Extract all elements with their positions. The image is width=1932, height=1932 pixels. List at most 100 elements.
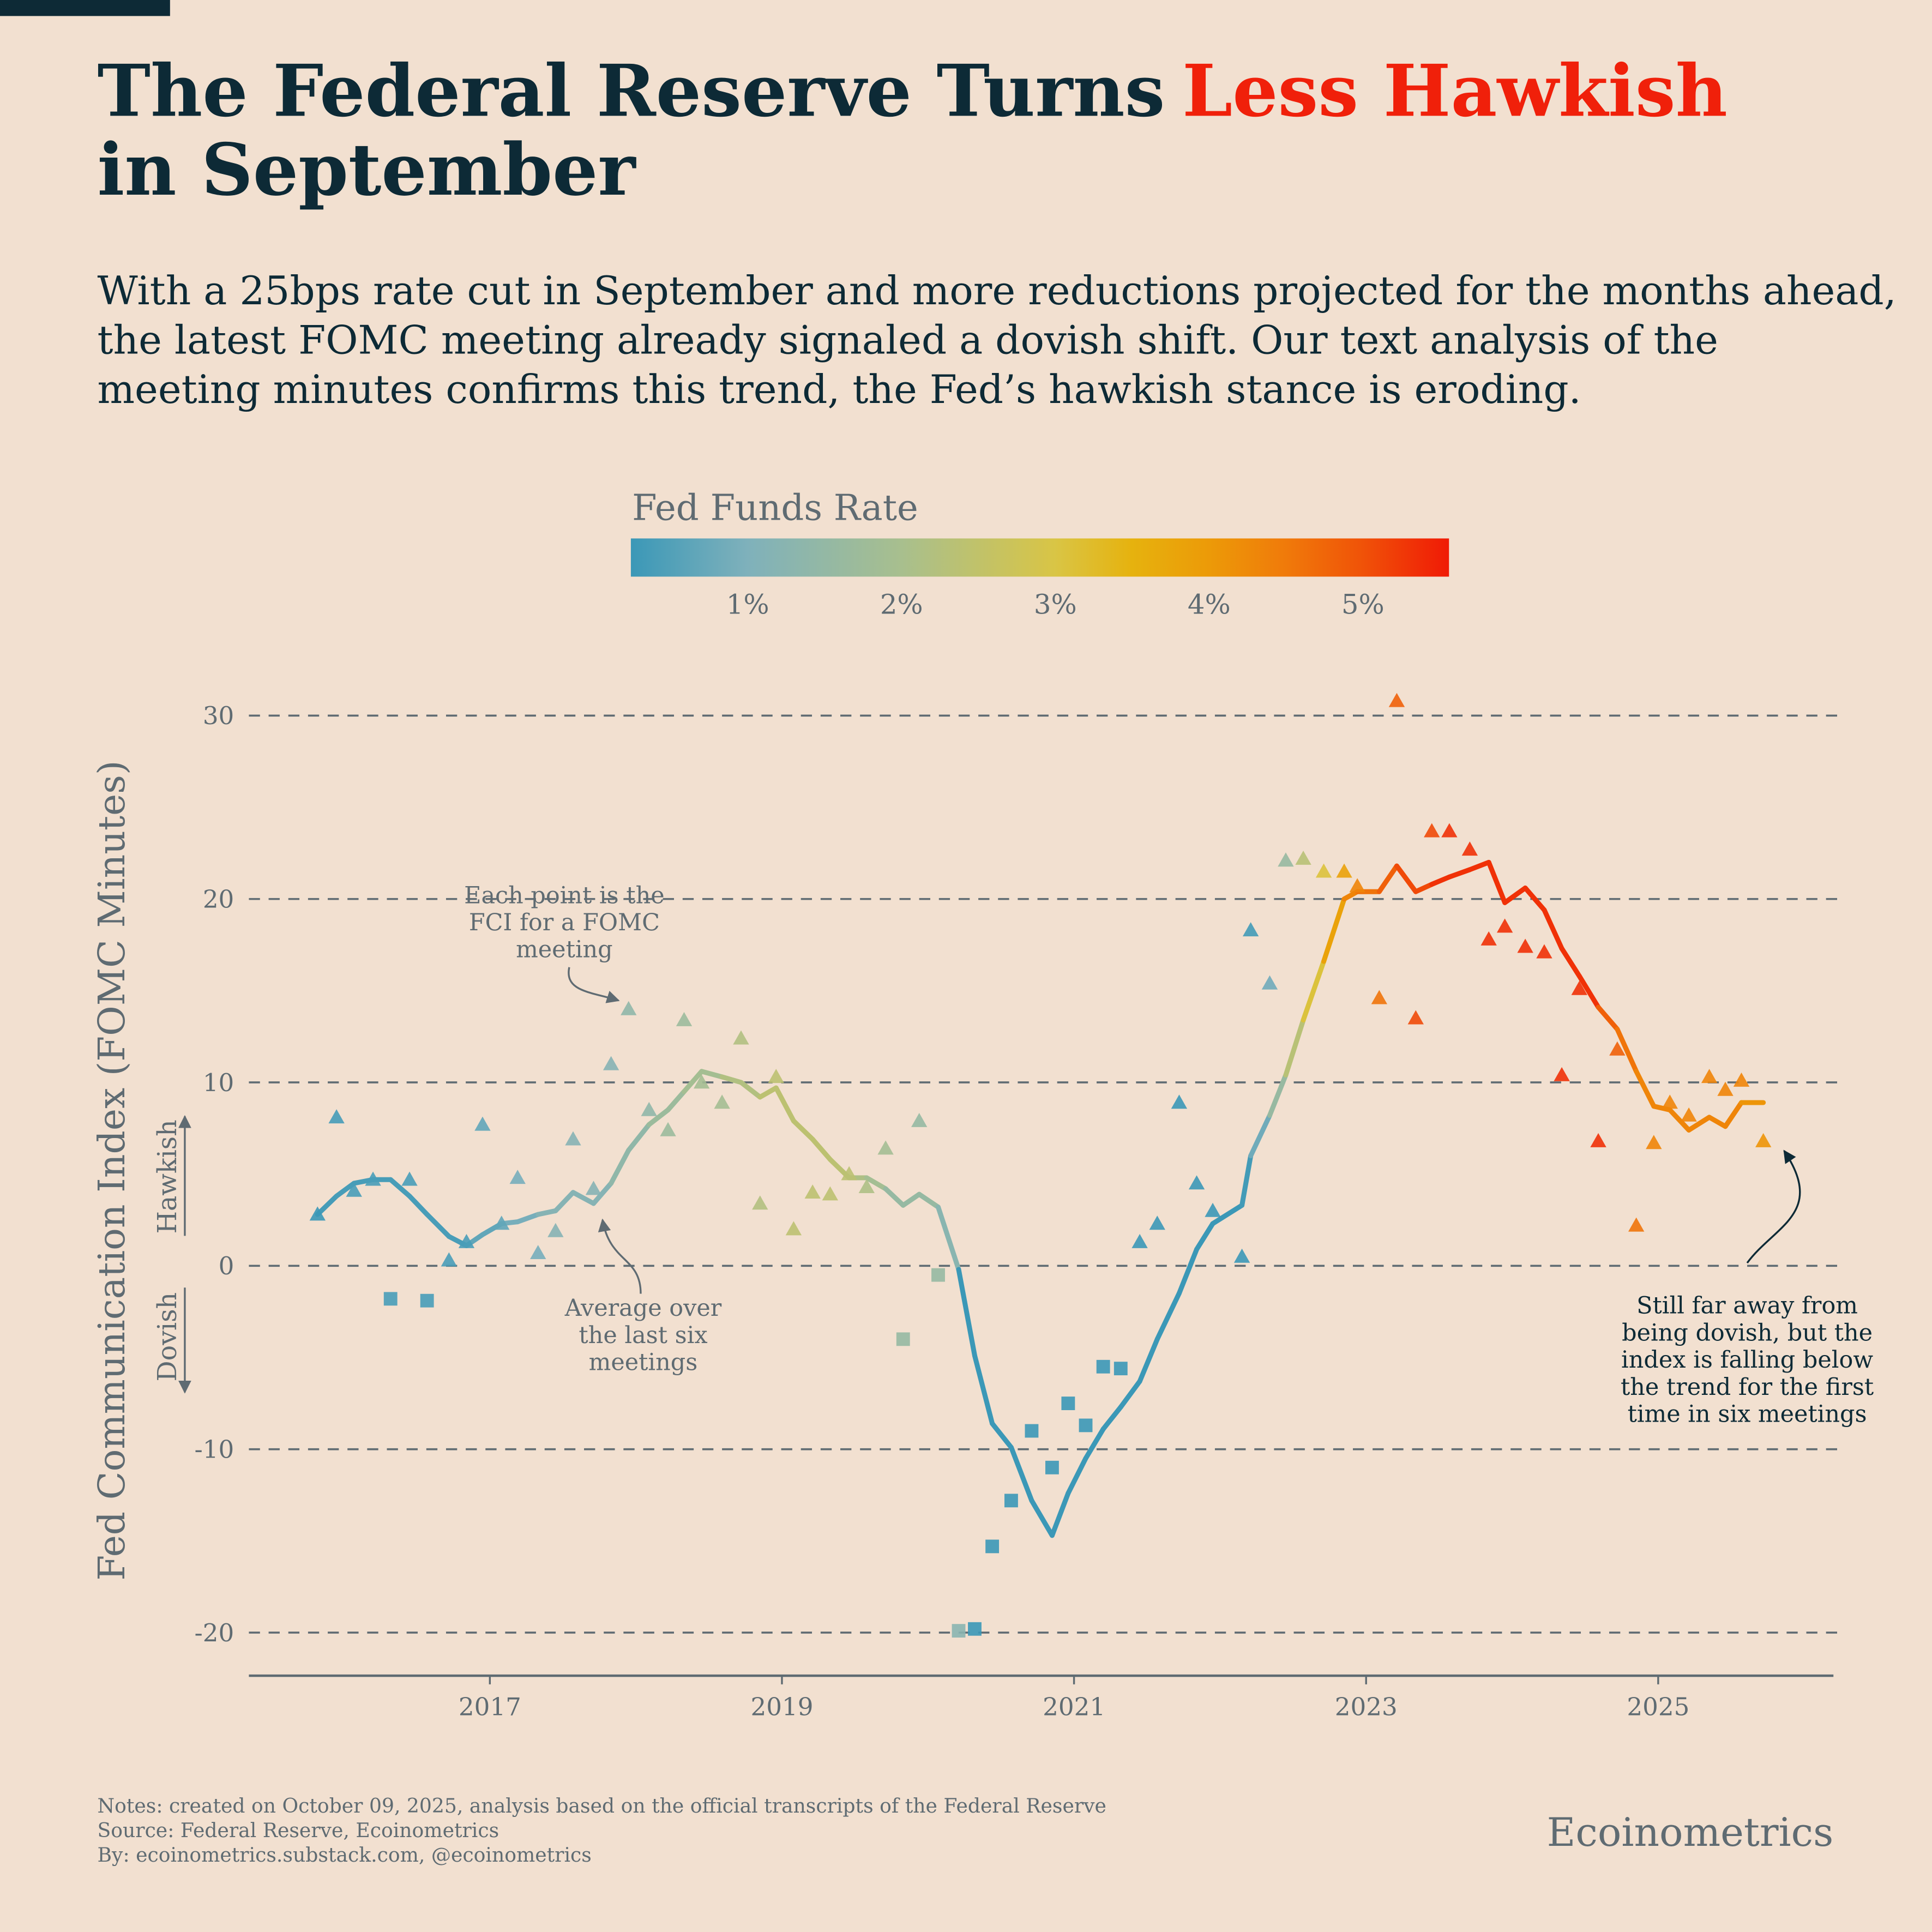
- average-line-segment: [1029, 1498, 1055, 1538]
- meeting-point: [1371, 990, 1388, 1004]
- y-tick-label: 30: [203, 701, 234, 730]
- average-line-segment: [609, 1147, 631, 1186]
- average-line-segment: [1686, 1115, 1712, 1133]
- average-line-segment: [1083, 1427, 1106, 1461]
- average-line-segment: [334, 1181, 357, 1199]
- meeting-point: [1315, 863, 1332, 878]
- meeting-point: [822, 1186, 839, 1201]
- average-line-segment: [1239, 1153, 1254, 1208]
- meeting-point: [1461, 841, 1478, 856]
- average-line-segment: [738, 1080, 763, 1100]
- annotation: FCI for a FOMC: [469, 909, 660, 936]
- average-line-segment: [1651, 1104, 1672, 1112]
- meeting-point: [1171, 1094, 1188, 1109]
- average-line-segment: [699, 1069, 725, 1080]
- meeting-point: [1717, 1081, 1734, 1096]
- meeting-point: [693, 1074, 710, 1089]
- meeting-point: [1628, 1217, 1645, 1232]
- annotation: Average over: [564, 1295, 722, 1322]
- meeting-point: [1646, 1135, 1662, 1149]
- meeting-point: [714, 1094, 730, 1109]
- footnote: By: ecoinometrics.substack.com, @ecoinom…: [98, 1843, 592, 1867]
- average-line-segment: [1267, 1072, 1289, 1118]
- meeting-point: [530, 1245, 546, 1260]
- y-tick-label: 10: [203, 1068, 234, 1097]
- meeting-point: [1349, 878, 1365, 893]
- meeting-point: [1609, 1041, 1626, 1056]
- y-axis-label: Fed Communication Index (FOMC Minutes): [90, 761, 133, 1581]
- average-line-segment: [1576, 973, 1601, 1010]
- legend-title: Fed Funds Rate: [632, 487, 918, 529]
- annotation: being dovish, but the: [1622, 1319, 1873, 1346]
- average-line-segment: [1707, 1115, 1728, 1129]
- meeting-point: [1536, 944, 1552, 959]
- average-line-segment: [1194, 1221, 1215, 1252]
- average-line-segment: [570, 1190, 596, 1206]
- footnote: Source: Federal Reserve, Ecoinometrics: [98, 1819, 499, 1842]
- average-line-segment: [900, 1191, 922, 1208]
- meeting-point: [752, 1195, 768, 1210]
- accent-bar: [0, 0, 170, 16]
- average-line-segment: [626, 1122, 652, 1153]
- average-line-segment: [407, 1193, 430, 1217]
- subtitle-line: meeting minutes confirms this trend, the…: [98, 367, 1581, 413]
- meeting-point: [1407, 1010, 1424, 1025]
- meeting-point: [603, 1056, 619, 1070]
- average-line-segment: [1522, 885, 1547, 913]
- meeting-point: [565, 1131, 581, 1146]
- meeting-point: [458, 1233, 475, 1248]
- footnote: Notes: created on October 09, 2025, anal…: [98, 1794, 1106, 1817]
- brand: Ecoinometrics: [1547, 1810, 1834, 1856]
- meeting-point: [1571, 980, 1587, 995]
- annotation: Each point is the: [464, 882, 665, 909]
- average-line-segment: [515, 1212, 541, 1225]
- average-line-segment: [1321, 896, 1347, 964]
- chart-title: The Federal Reserve Turns Less Hawkish in …: [98, 49, 1728, 212]
- meeting-point: [641, 1102, 657, 1116]
- average-line-segment: [315, 1193, 339, 1217]
- x-tick-label: 2019: [750, 1692, 813, 1721]
- average-line-segment: [990, 1421, 1014, 1450]
- meeting-point: [309, 1206, 326, 1221]
- average-line-segment: [682, 1069, 705, 1094]
- meeting-point: [1480, 931, 1497, 946]
- average-line-segment: [936, 1205, 961, 1272]
- meeting-point: [1131, 1233, 1148, 1248]
- title-part: in September: [98, 128, 637, 212]
- meeting-point: [1554, 1067, 1570, 1081]
- meeting-point: [1590, 1133, 1606, 1147]
- x-tick-label: 2017: [459, 1692, 521, 1721]
- average-line-segment: [1723, 1100, 1744, 1129]
- average-line-segment: [1596, 1004, 1620, 1032]
- annotation-arrow: [598, 1218, 642, 1294]
- colorbar-tick-label: 3%: [1034, 588, 1077, 620]
- meeting-point: [1701, 1069, 1718, 1084]
- meeting-point: [1441, 823, 1458, 838]
- y-tick-label: 0: [219, 1251, 234, 1280]
- subtitle-line: the latest FOMC meeting already signaled…: [98, 317, 1718, 363]
- annotation: the last six: [579, 1322, 707, 1349]
- meeting-point: [621, 1001, 637, 1015]
- x-tick-label: 2025: [1627, 1692, 1689, 1721]
- meeting-point: [328, 1109, 345, 1124]
- meeting-point: [1755, 1133, 1772, 1147]
- average-line-segment: [1008, 1445, 1034, 1503]
- average-line-segment: [956, 1267, 977, 1358]
- x-tick-label: 2023: [1335, 1692, 1398, 1721]
- annotation-arrow: [1746, 1149, 1801, 1264]
- average-line-segment: [1394, 863, 1418, 894]
- average-line-segment: [1283, 1018, 1306, 1078]
- colorbar-tick-label: 2%: [880, 588, 923, 620]
- title-part: The Federal Reserve Turns: [98, 49, 1165, 133]
- average-line-segment: [1248, 1112, 1272, 1159]
- average-line-segment: [591, 1181, 614, 1206]
- y-tick-label: 20: [203, 884, 234, 913]
- meeting-point: [931, 1268, 945, 1282]
- average-line-segment: [972, 1353, 995, 1427]
- average-line-segment: [1210, 1202, 1245, 1226]
- colorbar: [630, 538, 1449, 577]
- average-line-segment: [1100, 1404, 1123, 1432]
- average-line-segment: [1176, 1247, 1200, 1296]
